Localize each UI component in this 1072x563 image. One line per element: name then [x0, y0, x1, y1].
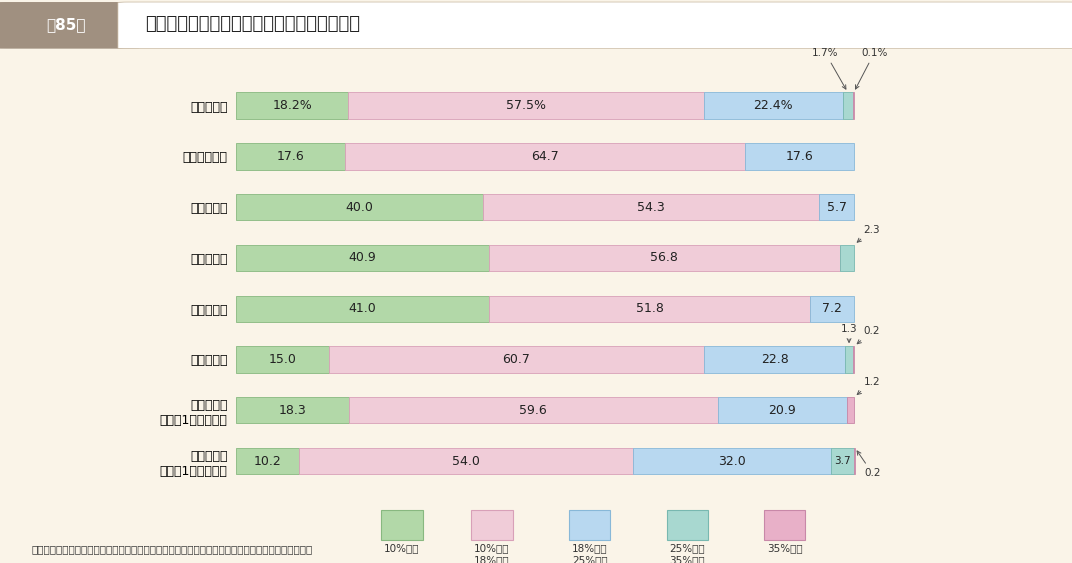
Text: 59.6: 59.6	[520, 404, 547, 417]
Bar	[809, 296, 854, 322]
Text: 1.3: 1.3	[840, 324, 858, 342]
Bar	[490, 296, 809, 322]
Bar	[472, 510, 512, 540]
Bar	[667, 510, 708, 540]
Bar	[236, 346, 329, 373]
Bar	[845, 346, 853, 373]
Text: 10.2: 10.2	[253, 454, 281, 467]
Bar	[853, 346, 854, 373]
Text: 60.7: 60.7	[503, 353, 531, 366]
Bar	[847, 397, 854, 423]
Text: 7.2: 7.2	[822, 302, 842, 315]
Bar	[831, 448, 853, 474]
Text: 18%以上
25%未満: 18%以上 25%未満	[571, 543, 608, 563]
Text: 25%以上
35%未満: 25%以上 35%未満	[669, 543, 705, 563]
Bar	[236, 143, 345, 169]
Bar	[348, 92, 704, 119]
Bar	[345, 143, 745, 169]
Text: 18.2%: 18.2%	[272, 99, 312, 112]
Bar	[483, 194, 819, 220]
Text: 5.7: 5.7	[827, 200, 847, 214]
Text: 57.5%: 57.5%	[506, 99, 547, 112]
Bar	[569, 510, 610, 540]
Text: 1.2: 1.2	[858, 377, 880, 395]
Text: 15.0: 15.0	[268, 353, 296, 366]
Text: 54.3: 54.3	[637, 200, 665, 214]
Text: 3.7: 3.7	[834, 456, 850, 466]
Text: 40.0: 40.0	[345, 200, 373, 214]
FancyBboxPatch shape	[118, 2, 1072, 48]
Bar	[853, 448, 855, 474]
Bar	[349, 397, 717, 423]
Bar	[704, 346, 845, 373]
Text: 1.7%: 1.7%	[812, 48, 846, 89]
Bar	[819, 194, 854, 220]
Text: 41.0: 41.0	[348, 302, 376, 315]
Bar	[236, 92, 348, 119]
Bar	[382, 510, 422, 540]
Bar	[236, 448, 299, 474]
Text: 18.3: 18.3	[279, 404, 307, 417]
Bar	[236, 397, 349, 423]
Text: 2.3: 2.3	[858, 225, 880, 242]
Bar	[489, 245, 840, 271]
Bar	[704, 92, 843, 119]
Text: 10%未満: 10%未満	[384, 543, 420, 553]
Bar	[764, 510, 805, 540]
Bar	[843, 92, 853, 119]
Text: 56.8: 56.8	[651, 252, 679, 265]
Text: 0.2: 0.2	[858, 326, 880, 344]
Bar	[329, 346, 704, 373]
Text: 32.0: 32.0	[718, 454, 746, 467]
Text: （注）「市町村合計」は、政令指定都市、中核市、特例市、中都市、小都市及び町村の合計である。: （注）「市町村合計」は、政令指定都市、中核市、特例市、中都市、小都市及び町村の合…	[32, 544, 313, 554]
FancyBboxPatch shape	[0, 2, 139, 48]
Text: 17.6: 17.6	[277, 150, 304, 163]
Text: 22.8: 22.8	[761, 353, 788, 366]
Bar	[299, 448, 632, 474]
Bar	[717, 397, 847, 423]
Text: 51.8: 51.8	[636, 302, 664, 315]
Text: 団体規模別実質公債費比率の状況（構成比）: 団体規模別実質公債費比率の状況（構成比）	[145, 15, 360, 33]
Text: 第85図: 第85図	[47, 17, 86, 32]
Bar	[745, 143, 853, 169]
Bar	[632, 448, 831, 474]
Text: 0.1%: 0.1%	[855, 48, 888, 89]
Text: 35%以上: 35%以上	[766, 543, 803, 553]
Text: 10%以上
18%未満: 10%以上 18%未満	[474, 543, 510, 563]
Text: 0.2: 0.2	[858, 451, 881, 478]
Text: 54.0: 54.0	[452, 454, 480, 467]
Text: 40.9: 40.9	[348, 252, 376, 265]
Text: 22.4%: 22.4%	[754, 99, 793, 112]
Text: 20.9: 20.9	[769, 404, 796, 417]
Text: 17.6: 17.6	[786, 150, 814, 163]
Bar	[236, 245, 489, 271]
Bar	[840, 245, 854, 271]
Text: 64.7: 64.7	[531, 150, 559, 163]
Bar	[236, 296, 490, 322]
Bar	[236, 194, 483, 220]
